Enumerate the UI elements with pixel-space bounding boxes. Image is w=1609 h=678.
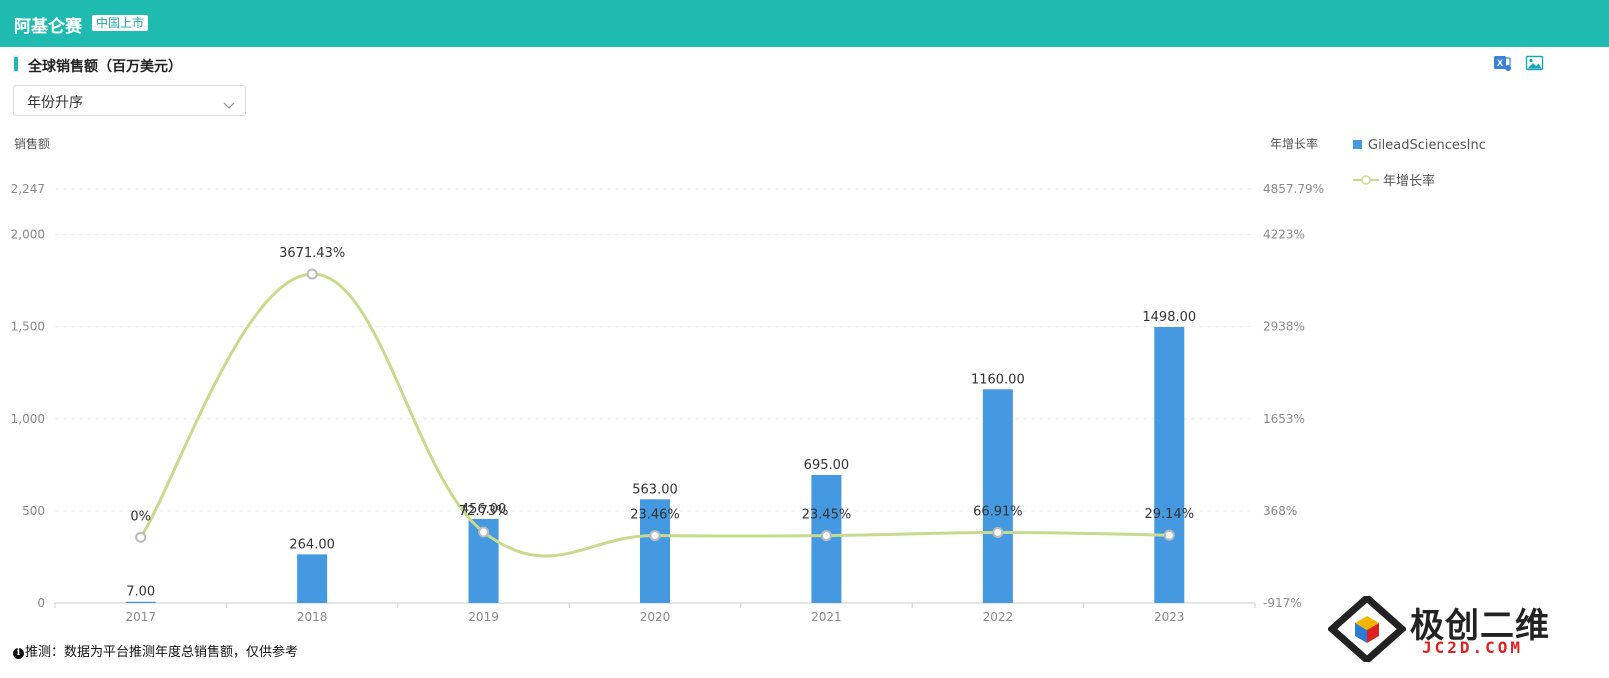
- x-axis-tick-label: 2022: [983, 610, 1014, 624]
- right-axis-title: 年增长率: [1270, 137, 1319, 151]
- bar-value-label: 695.00: [804, 458, 850, 473]
- legend-item-bar-series[interactable]: GileadSciencesInc: [1353, 138, 1486, 153]
- growth-rate-label: 0%: [130, 509, 151, 524]
- right-axis-tick-label: -917%: [1263, 596, 1302, 610]
- bar-value-label: 1160.00: [971, 372, 1025, 387]
- bar-value-label: 264.00: [289, 537, 335, 552]
- x-axis-tick-label: 2021: [811, 610, 842, 624]
- legend-bar-swatch: [1353, 140, 1362, 149]
- watermark-text-en: JC2D.COM: [1422, 638, 1524, 657]
- market-badge: 中国上市: [92, 15, 149, 31]
- info-icon: i: [13, 648, 24, 659]
- growth-rate-point: [135, 531, 147, 543]
- growth-rate-label: 29.14%: [1144, 507, 1194, 522]
- left-axis-tick-label: 500: [22, 504, 45, 518]
- x-axis-tick-label: 2018: [297, 610, 328, 624]
- excel-export-icon[interactable]: X: [1493, 54, 1513, 72]
- growth-rate-label: 3671.43%: [279, 246, 345, 261]
- bar-value-label: 456.00: [461, 502, 507, 517]
- growth-rate-label: 23.46%: [630, 508, 680, 523]
- footnote: i 推测：数据为平台推测年度总销售额，仅供参考: [13, 641, 298, 660]
- watermark-cube-icon: [1326, 593, 1408, 665]
- svg-text:X: X: [1497, 58, 1503, 68]
- chevron-down-icon: [223, 95, 235, 114]
- bar-value-label: 563.00: [632, 482, 678, 497]
- x-axis-tick-label: 2020: [640, 610, 671, 624]
- left-axis-tick-label: 1,000: [11, 412, 45, 426]
- right-axis-tick-label: 4223%: [1263, 228, 1305, 242]
- bar-value-label: 7.00: [126, 585, 155, 600]
- growth-rate-line: [139, 272, 1170, 558]
- section-accent-bar: [14, 57, 18, 71]
- legend-line-label: 年增长率: [1383, 174, 1436, 189]
- left-axis-tick-label: 1,500: [11, 320, 45, 334]
- bar-value-label: 1498.00: [1142, 310, 1196, 325]
- right-axis-tick-label: 2938%: [1263, 320, 1305, 334]
- x-axis-tick-label: 2023: [1154, 610, 1185, 624]
- bar: [125, 601, 156, 603]
- top-header-bar: 阿基仑赛 中国上市: [0, 0, 1609, 47]
- left-axis-title: 销售额: [14, 137, 51, 151]
- bar: [1154, 327, 1185, 603]
- watermark-logo: 极创二维 JC2D.COM: [1326, 593, 1568, 665]
- watermark-text-cn: 极创二维: [1410, 606, 1550, 646]
- growth-rate-point: [478, 526, 490, 538]
- bar: [982, 389, 1013, 603]
- bar: [640, 499, 670, 603]
- legend-bar-label: GileadSciencesInc: [1368, 138, 1486, 153]
- x-axis-tick-label: 2017: [125, 610, 156, 624]
- right-axis-tick-label: 1653%: [1263, 412, 1305, 426]
- right-axis-tick-label: 4857.79%: [1263, 182, 1324, 196]
- growth-rate-label: 66.91%: [973, 504, 1023, 519]
- growth-rate-label: 23.45%: [802, 508, 852, 523]
- right-axis-tick-label: 368%: [1263, 504, 1297, 518]
- growth-rate-point: [306, 268, 318, 280]
- x-axis-tick-label: 2019: [468, 610, 499, 624]
- growth-rate-point: [649, 530, 661, 542]
- left-axis-tick-label: 2,247: [11, 182, 45, 196]
- bar: [297, 554, 328, 603]
- growth-rate-point: [1163, 529, 1175, 541]
- image-export-icon[interactable]: [1525, 54, 1545, 72]
- sort-select[interactable]: 年份升序: [13, 85, 246, 116]
- growth-rate-point: [992, 526, 1004, 538]
- footnote-text: 推测：数据为平台推测年度总销售额，仅供参考: [25, 645, 299, 660]
- left-axis-tick-label: 0: [37, 596, 45, 610]
- legend-line-swatch: [1353, 174, 1379, 190]
- legend-item-line-series[interactable]: 年增长率: [1353, 170, 1435, 190]
- company-name: 阿基仑赛: [14, 17, 82, 37]
- sort-select-value: 年份升序: [27, 95, 83, 111]
- left-axis-tick-label: 2,000: [11, 228, 45, 242]
- growth-rate-label: 72.73%: [459, 504, 509, 519]
- section-title: 全球销售额（百万美元）: [28, 59, 182, 75]
- growth-rate-point: [820, 530, 832, 542]
